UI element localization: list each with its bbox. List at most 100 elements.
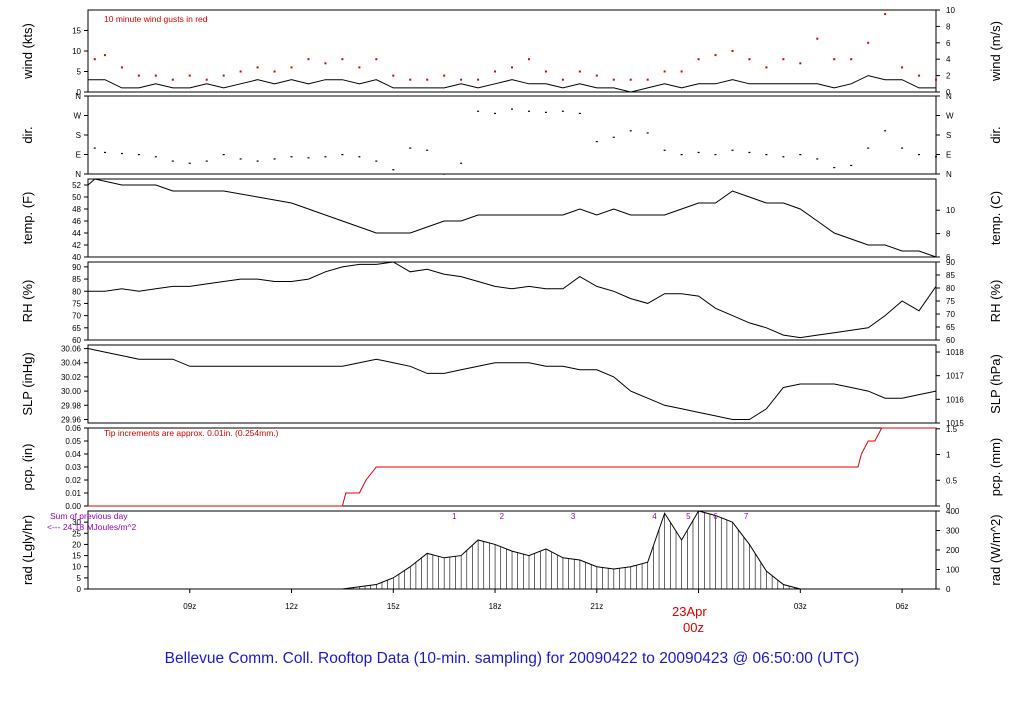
rad-area (342, 510, 801, 590)
hour-marker: 4 (652, 512, 657, 521)
gust-point (443, 74, 446, 77)
hour-marker: 3 (571, 512, 576, 521)
gust-point (93, 58, 96, 61)
y-tick-label-rad: 10 (72, 563, 81, 572)
y-axis-label-rad: rad (Lgly/hr) (20, 515, 35, 585)
series-line-temp (87, 178, 937, 258)
y-tick-right-label-rad: 300 (946, 527, 960, 536)
y-tick-label-wind: 5 (77, 68, 82, 77)
gust-point (833, 58, 836, 61)
y-tick-label-temp: 40 (72, 253, 81, 262)
y-tick-right-label-rh: 65 (946, 323, 955, 332)
dir-point (137, 154, 140, 156)
dir-point (697, 151, 700, 154)
y-tick-label-slp: 29.98 (61, 401, 82, 410)
panel-wind: 0 5 10 15 0 2 4 6 8 10 wind (kts) wind (m/s) (20, 6, 1003, 97)
gust-point (578, 70, 581, 73)
x-date-label: 23Apr (672, 604, 707, 619)
y-tick-right-label-rad: 400 (946, 507, 960, 516)
gust-point (392, 74, 395, 77)
panel-frame-temp (87, 178, 937, 258)
y-tick-right-label-temp: 6 (946, 253, 951, 262)
x-tick-label: 03z (794, 602, 807, 611)
y-tick-right-label-rad: 200 (946, 546, 960, 555)
dir-point (901, 147, 904, 149)
dir-point (426, 149, 429, 151)
gust-point (205, 78, 208, 81)
y-tick-label-rh: 70 (72, 312, 81, 321)
gust-point (103, 54, 106, 57)
rad-annotation-2: <--- 24.18 MJoules/m^2 (47, 522, 137, 532)
dir-point (884, 130, 887, 132)
dir-point (358, 156, 361, 158)
gust-point (629, 78, 632, 81)
y-axis-right-label-wind: wind (m/s) (988, 21, 1003, 82)
gust-point (171, 78, 174, 81)
series-line-wind (88, 75, 936, 93)
dir-point (748, 151, 751, 154)
gust-point (714, 54, 717, 57)
dir-point (935, 156, 937, 158)
y-tick-label-rad: 0 (77, 585, 82, 594)
dir-point (595, 141, 598, 143)
gust-point (612, 78, 615, 81)
gust-point (663, 70, 666, 73)
y-axis-right-label-slp: SLP (hPa) (988, 354, 1003, 414)
y-tick-right-label-slp: 1017 (946, 372, 964, 381)
dir-point (188, 162, 191, 164)
y-tick-right-label-slp: 1015 (946, 419, 964, 428)
y-tick-right-label-rh: 85 (946, 271, 955, 280)
y-tick-right-label-rad: 100 (946, 566, 960, 575)
x-tick-label: 09z (183, 602, 196, 611)
gust-point (748, 58, 751, 61)
series-line-pcp (88, 427, 936, 507)
dir-point (256, 160, 259, 162)
chart-title: Bellevue Comm. Coll. Rooftop Data (10-mi… (164, 650, 860, 667)
y-tick-right-label-dir: N (946, 92, 952, 101)
y-tick-right-label-wind: 0 (946, 88, 951, 97)
gust-point (460, 78, 463, 81)
x-tick-label: 15z (387, 602, 400, 611)
y-axis-right-label-pcp: pcp. (mm) (988, 438, 1003, 497)
gust-point (765, 66, 768, 69)
dir-point (527, 110, 530, 112)
series-line-rh (88, 261, 937, 339)
y-tick-label-temp: 48 (72, 205, 81, 214)
y-tick-label-rh: 80 (72, 287, 81, 296)
gust-point (409, 78, 412, 81)
y-tick-label-pcp: 0.01 (65, 489, 81, 498)
y-tick-label-rh: 85 (72, 275, 81, 284)
panel-frame-rh (87, 261, 937, 341)
y-tick-right-label-temp: 10 (946, 206, 955, 215)
dir-point (646, 132, 649, 134)
gust-point (290, 66, 293, 69)
y-tick-right-label-rh: 80 (946, 284, 955, 293)
y-tick-label-dir: S (76, 131, 81, 140)
y-tick-label-rad: 25 (72, 529, 81, 538)
rad-annotation-1: Sum of previous day (50, 511, 128, 521)
y-tick-label-pcp: 0.05 (65, 437, 81, 446)
y-tick-right-label-rh: 70 (946, 310, 955, 319)
y-axis-label-dir: dir. (20, 126, 35, 143)
y-tick-label-rad: 15 (72, 552, 81, 561)
y-axis-label-wind: wind (kts) (20, 23, 35, 80)
dir-point (205, 160, 208, 162)
y-tick-label-rad: 30 (72, 518, 81, 527)
gust-point (935, 78, 937, 81)
y-tick-label-rad: 20 (72, 540, 81, 549)
y-tick-label-pcp: 0.03 (65, 463, 81, 472)
gust-point (375, 58, 378, 61)
y-tick-label-temp: 46 (72, 217, 81, 226)
gust-point (477, 78, 480, 81)
dir-point (93, 147, 96, 149)
dir-point (816, 158, 819, 160)
y-tick-label-temp: 52 (72, 181, 81, 190)
gust-point (239, 70, 242, 73)
y-tick-label-rh: 65 (72, 324, 81, 333)
dir-point (290, 156, 293, 158)
y-tick-label-slp: 30.04 (61, 359, 82, 368)
dir-point (561, 110, 564, 112)
hour-marker: 7 (744, 512, 749, 521)
dir-point (409, 147, 412, 149)
